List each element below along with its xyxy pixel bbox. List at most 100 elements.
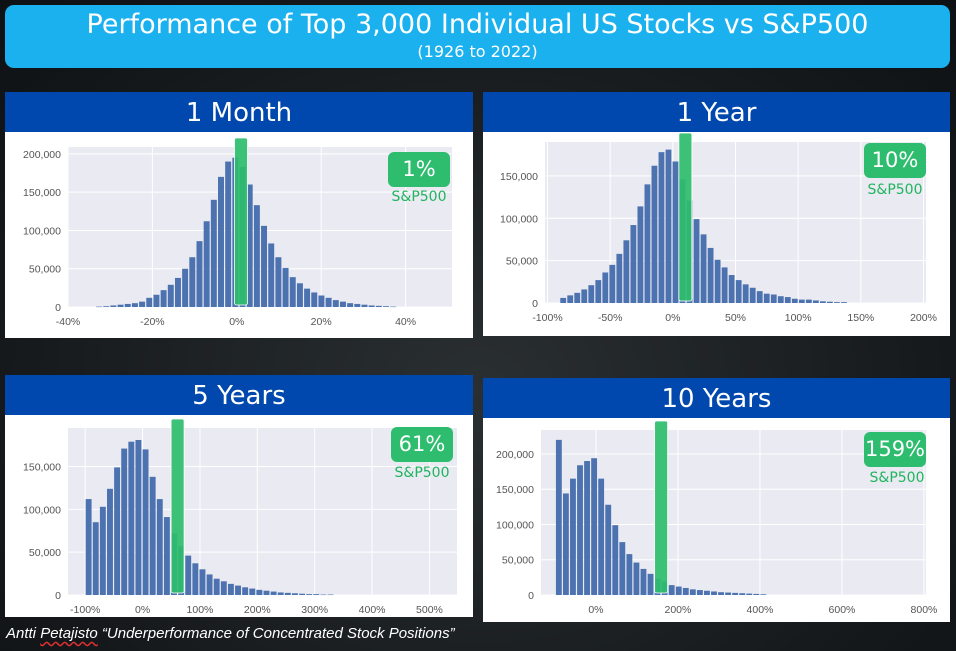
citation-author-first: Antti (6, 625, 41, 642)
histogram-bar (213, 578, 220, 595)
y-tick-label: 150,000 (23, 462, 61, 474)
histogram-bar (196, 241, 203, 307)
histogram-1-year: -100% -50% 0% 50% 100% 150% 200% 0 50,000 100,000… (500, 132, 937, 324)
histogram-bar (791, 298, 798, 303)
histogram-bar (318, 295, 325, 307)
x-tick-label: 0% (665, 312, 680, 324)
x-tick-label: -100% (70, 604, 100, 616)
histogram-bar (637, 206, 644, 303)
x-tick-label: 100% (785, 312, 812, 324)
histogram-bar (672, 161, 679, 303)
histogram-bar (189, 257, 196, 307)
histogram-bar (819, 301, 826, 303)
histogram-bar (160, 290, 167, 307)
y-tick-label: 50,000 (29, 264, 61, 276)
histogram-bar (124, 303, 131, 307)
histogram-bar (728, 275, 735, 303)
histogram-bar (616, 253, 623, 303)
histogram-bar (299, 593, 306, 595)
histogram-bar (721, 267, 728, 303)
x-tick-label: 200% (910, 312, 937, 324)
histogram-bar (623, 240, 630, 303)
y-tick-label: 100,000 (500, 213, 538, 225)
x-tick-label: 20% (311, 316, 332, 328)
histogram-bar (598, 478, 605, 595)
x-tick-label: 200% (244, 604, 271, 616)
histogram-bar (577, 465, 583, 595)
histogram-bar (218, 176, 224, 307)
x-tick-label: 500% (416, 604, 443, 616)
histogram-bar (242, 587, 249, 595)
histogram-bar (306, 594, 313, 595)
histogram-bar (192, 563, 199, 595)
histogram-bar (605, 504, 612, 595)
histogram-bar (644, 184, 651, 303)
x-tick-label: -100% (532, 312, 562, 324)
histogram-bar (263, 590, 270, 595)
histogram-bar (235, 585, 241, 595)
histogram-bar (261, 225, 268, 307)
benchmark-badge: 61% (391, 427, 453, 462)
histogram-bar (696, 590, 703, 595)
plot-area (541, 430, 926, 595)
y-tick-label: 50,000 (29, 547, 61, 559)
histogram-bar (163, 517, 170, 595)
histogram-bar (584, 461, 590, 595)
y-tick-label: 200,000 (23, 149, 61, 161)
histogram-bar (763, 293, 770, 303)
histogram-bar (296, 283, 303, 307)
histogram-bar (770, 294, 777, 303)
benchmark-badge: 159% (864, 432, 926, 467)
x-tick-label: 0% (588, 604, 603, 616)
x-tick-label: 600% (829, 604, 856, 616)
histogram-bar (325, 297, 332, 307)
histogram-bar (742, 284, 749, 303)
histogram-bar (555, 439, 562, 595)
histogram-bar (131, 303, 138, 307)
x-tick-label: 40% (395, 316, 416, 328)
histogram-bar (361, 304, 368, 307)
y-tick-label: 0 (528, 590, 534, 602)
histogram-bar (805, 299, 812, 303)
histogram-bar (711, 591, 717, 595)
histogram-bar (146, 297, 153, 307)
histogram-bar (707, 247, 714, 303)
histogram-bar (277, 592, 284, 595)
histogram-bar (304, 288, 311, 307)
citation-work: “Underperformance of Concentrated Stock … (97, 625, 455, 642)
histogram-bar (612, 525, 619, 595)
histogram-bar (149, 476, 156, 595)
histogram-bar (714, 259, 721, 303)
histogram-bar (647, 573, 654, 595)
histogram-bar (142, 449, 149, 595)
histogram-bar (227, 583, 234, 595)
histogram-bar (174, 277, 181, 307)
y-tick-label: 200,000 (496, 449, 534, 461)
histogram-bar (704, 590, 710, 595)
page-title: Performance of Top 3,000 Individual US S… (86, 9, 869, 40)
benchmark-marker (678, 132, 693, 302)
histogram-bar (85, 499, 92, 595)
y-tick-label: 50,000 (502, 555, 534, 567)
histogram-bar (256, 589, 263, 595)
histogram-bar (375, 305, 382, 307)
histogram-bar (311, 292, 318, 307)
histogram-bar (665, 149, 672, 303)
benchmark-badge: 10% (864, 143, 926, 178)
y-tick-label: 0 (532, 298, 538, 310)
histogram-bar (103, 306, 110, 307)
histogram-bar (739, 593, 746, 595)
histogram-bar (220, 581, 227, 595)
chart-panel-1-year: 1 Year -100% -50% 0% 50% 100% 150% 200% 0 50,000… (483, 92, 950, 336)
histogram-bar (225, 161, 232, 307)
histogram-bar (332, 300, 339, 307)
histogram-bar (595, 280, 602, 303)
benchmark-marker (654, 420, 669, 594)
y-tick-label: 100,000 (23, 504, 61, 516)
histogram-bar (289, 277, 296, 307)
x-tick-label: 400% (747, 604, 774, 616)
histogram-bar (203, 221, 210, 307)
x-tick-label: 150% (847, 312, 874, 324)
histogram-bar (99, 506, 106, 595)
histogram-bar (128, 441, 135, 595)
